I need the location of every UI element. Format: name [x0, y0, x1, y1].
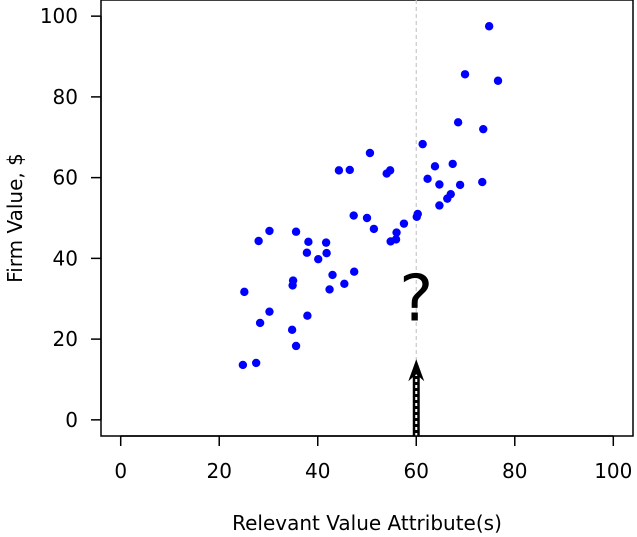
data-point-17: [322, 248, 331, 258]
data-point-26: [365, 148, 375, 158]
data-point-2: [240, 287, 249, 297]
x-tick-label-20: 20: [206, 459, 231, 483]
data-point-16: [321, 238, 331, 247]
data-point-29: [385, 166, 395, 175]
x-tick-label-60: 60: [404, 459, 429, 483]
data-point-6: [265, 226, 274, 236]
data-point-7: [287, 325, 297, 335]
data-point-10: [291, 341, 301, 351]
y-tick-label-0: 0: [65, 408, 78, 432]
x-tick-label-0: 0: [114, 459, 127, 483]
data-point-22: [345, 165, 354, 175]
data-point-11: [291, 227, 301, 236]
y-tick-label-100: 100: [40, 4, 78, 28]
data-points: [238, 22, 503, 370]
data-point-25: [362, 213, 372, 223]
x-tick-label-100: 100: [594, 459, 632, 483]
x-axis-title: Relevant Value Attribute(s): [232, 511, 502, 535]
data-point-47: [478, 177, 487, 187]
data-point-37: [423, 174, 432, 184]
data-point-23: [349, 211, 358, 220]
x-axis: 0 20 40 60 80 100: [114, 435, 632, 483]
data-point-33: [399, 219, 409, 228]
data-point-39: [435, 180, 444, 189]
x-tick-label-40: 40: [305, 459, 330, 483]
x-tick-label-80: 80: [502, 459, 527, 483]
data-point-18: [325, 285, 334, 294]
data-point-1: [251, 358, 261, 368]
data-point-12: [303, 311, 312, 320]
y-tick-label-40: 40: [53, 246, 78, 270]
data-point-21: [340, 279, 349, 289]
y-tick-label-20: 20: [53, 327, 78, 351]
data-point-19: [328, 270, 337, 280]
data-point-3: [255, 318, 265, 328]
data-point-14: [304, 237, 313, 247]
data-point-49: [484, 22, 494, 31]
data-point-48: [479, 124, 488, 134]
data-point-35: [413, 209, 422, 219]
data-point-45: [455, 180, 465, 190]
data-point-0: [238, 360, 248, 370]
data-point-40: [435, 201, 444, 210]
data-point-42: [446, 189, 455, 199]
question-mark-annotation: ?: [399, 263, 433, 337]
y-tick-label-80: 80: [53, 85, 78, 109]
annotation-arrow: [408, 359, 425, 436]
data-point-5: [254, 236, 263, 246]
data-point-46: [460, 70, 470, 79]
data-point-24: [349, 267, 359, 276]
data-point-27: [369, 224, 379, 234]
data-point-36: [418, 139, 427, 149]
data-point-4: [265, 307, 274, 316]
data-point-9: [288, 276, 298, 285]
data-point-44: [453, 118, 463, 127]
data-point-38: [430, 162, 440, 171]
data-point-15: [314, 254, 323, 264]
data-point-32: [392, 228, 401, 237]
data-point-50: [493, 76, 503, 85]
y-axis: 0 20 40 60 80 100: [40, 4, 102, 432]
data-point-43: [448, 159, 457, 169]
data-point-31: [391, 235, 401, 244]
arrow-head: [408, 359, 425, 382]
y-axis-title: Firm Value, $: [3, 153, 27, 283]
y-tick-label-60: 60: [53, 166, 78, 190]
data-point-13: [302, 248, 312, 257]
data-point-20: [334, 166, 344, 175]
